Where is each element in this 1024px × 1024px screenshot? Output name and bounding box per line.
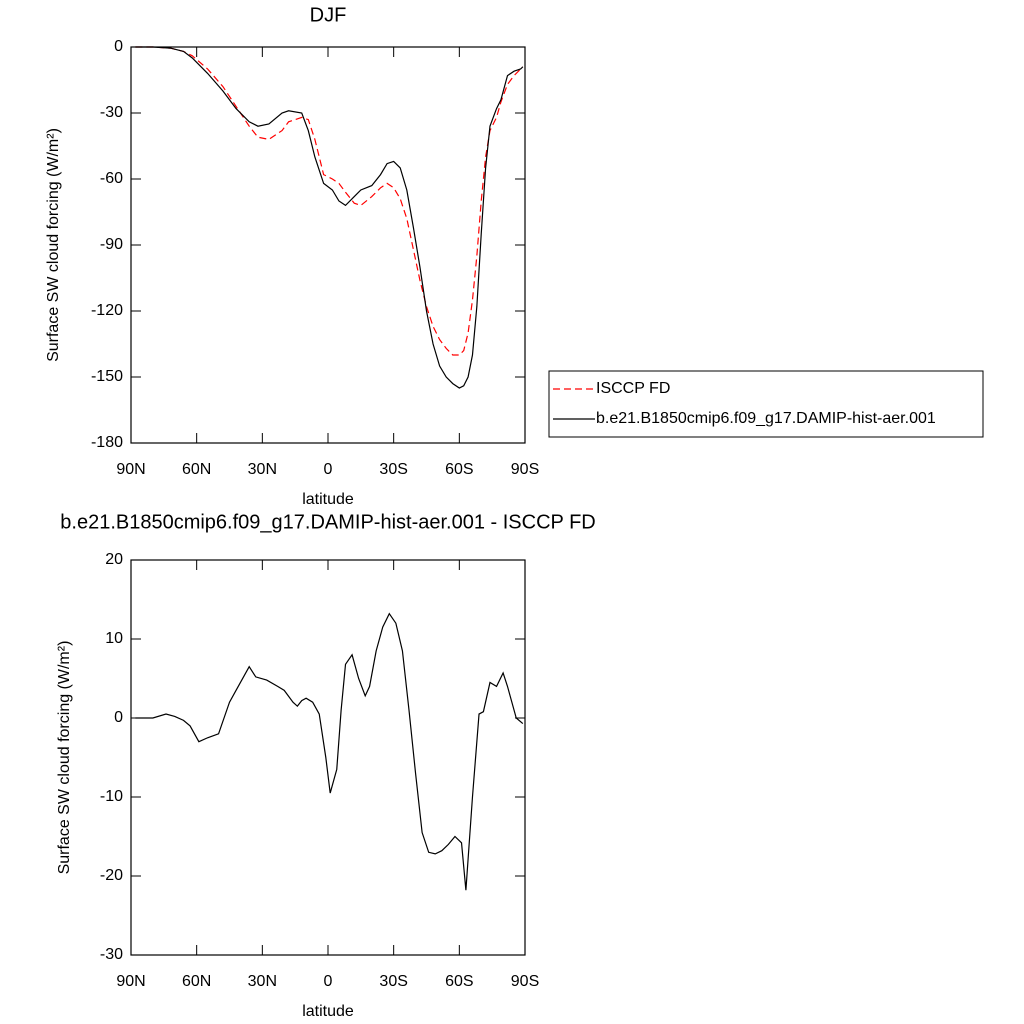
y-tick-label: -30 — [100, 946, 123, 963]
x-axis-label: latitude — [302, 491, 354, 508]
x-tick-label: 30S — [379, 973, 407, 990]
x-axis-label: latitude — [302, 1003, 354, 1020]
x-tick-label: 90S — [511, 461, 539, 478]
y-tick-label: -90 — [100, 236, 123, 253]
y-tick-label: -60 — [100, 170, 123, 187]
x-tick-label: 90S — [511, 973, 539, 990]
x-tick-label: 60N — [182, 973, 211, 990]
x-tick-label: 60N — [182, 461, 211, 478]
y-tick-label: -120 — [91, 302, 123, 319]
y-tick-label: -30 — [100, 104, 123, 121]
legend-label: ISCCP FD — [596, 380, 670, 397]
y-tick-label: 20 — [105, 551, 123, 568]
y-axis-label: Surface SW cloud forcing (W/m²) — [56, 641, 73, 875]
x-tick-label: 30N — [248, 973, 277, 990]
y-tick-label: 0 — [114, 709, 123, 726]
y-tick-label: -20 — [100, 867, 123, 884]
y-tick-label: 10 — [105, 630, 123, 647]
plot-frame — [130, 46, 526, 444]
legend-box — [548, 370, 984, 438]
chart-title: DJF — [310, 4, 347, 26]
y-tick-label: 0 — [114, 38, 123, 55]
x-tick-label: 60S — [445, 461, 473, 478]
x-tick-label: 90N — [116, 973, 145, 990]
x-tick-label: 60S — [445, 973, 473, 990]
legend-label: b.e21.B1850cmip6.f09_g17.DAMIP-hist-aer.… — [596, 410, 936, 427]
data-line — [135, 46, 524, 389]
x-tick-label: 90N — [116, 461, 145, 478]
data-line — [135, 46, 524, 356]
y-tick-label: -180 — [91, 434, 123, 451]
x-tick-label: 0 — [324, 973, 333, 990]
y-tick-label: -150 — [91, 368, 123, 385]
y-tick-label: -10 — [100, 788, 123, 805]
y-axis-label: Surface SW cloud forcing (W/m²) — [45, 128, 62, 362]
x-tick-label: 30N — [248, 461, 277, 478]
x-tick-label: 30S — [379, 461, 407, 478]
data-line — [135, 612, 524, 891]
chart-title: b.e21.B1850cmip6.f09_g17.DAMIP-hist-aer.… — [60, 511, 595, 533]
plot-frame — [130, 559, 526, 956]
x-tick-label: 0 — [324, 461, 333, 478]
